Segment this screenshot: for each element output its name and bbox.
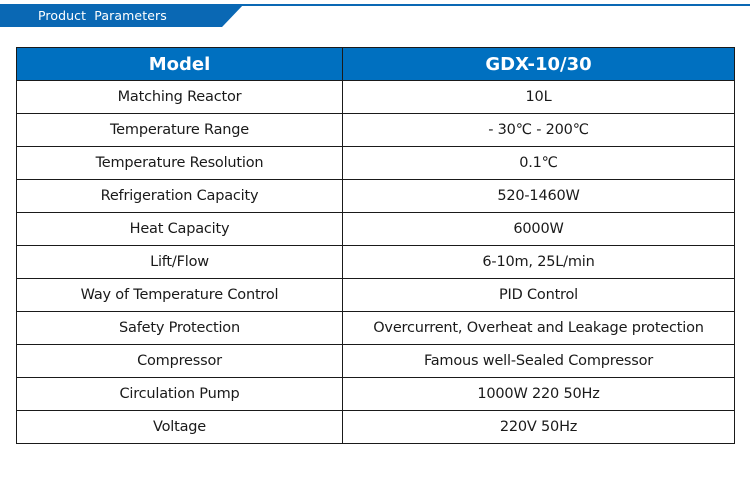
product-parameters-table: Model GDX-10/30 Matching Reactor 10L Tem… — [16, 47, 735, 444]
row-label: Compressor — [16, 344, 343, 378]
table-row: Compressor Famous well-Sealed Compressor — [16, 344, 735, 378]
row-label: Temperature Range — [16, 113, 343, 147]
table-row: Voltage 220V 50Hz — [16, 410, 735, 444]
table-row: Temperature Resolution 0.1℃ — [16, 146, 735, 180]
row-value: PID Control — [342, 278, 735, 312]
row-label: Circulation Pump — [16, 377, 343, 411]
row-value: 6000W — [342, 212, 735, 246]
column-header-model-value: GDX-10/30 — [342, 47, 735, 81]
table-row: Circulation Pump 1000W 220 50Hz — [16, 377, 735, 411]
table-row: Lift/Flow 6-10m, 25L/min — [16, 245, 735, 279]
row-label: Safety Protection — [16, 311, 343, 345]
table-row: Heat Capacity 6000W — [16, 212, 735, 246]
table-row: Refrigeration Capacity 520-1460W — [16, 179, 735, 213]
row-label: Refrigeration Capacity — [16, 179, 343, 213]
row-value: 1000W 220 50Hz — [342, 377, 735, 411]
banner-rule — [0, 4, 750, 6]
row-label: Heat Capacity — [16, 212, 343, 246]
table-row: Way of Temperature Control PID Control — [16, 278, 735, 312]
row-value: Overcurrent, Overheat and Leakage protec… — [342, 311, 735, 345]
row-value: Famous well-Sealed Compressor — [342, 344, 735, 378]
row-value: 0.1℃ — [342, 146, 735, 180]
row-label: Voltage — [16, 410, 343, 444]
table-row: Matching Reactor 10L — [16, 80, 735, 114]
row-value: 6-10m, 25L/min — [342, 245, 735, 279]
row-label: Lift/Flow — [16, 245, 343, 279]
row-value: - 30℃ - 200℃ — [342, 113, 735, 147]
row-label: Way of Temperature Control — [16, 278, 343, 312]
table-header-row: Model GDX-10/30 — [16, 47, 735, 81]
row-label: Matching Reactor — [16, 80, 343, 114]
row-value: 220V 50Hz — [342, 410, 735, 444]
table-row: Safety Protection Overcurrent, Overheat … — [16, 311, 735, 345]
column-header-model: Model — [16, 47, 343, 81]
section-banner — [0, 4, 244, 27]
section-title: Product Parameters — [38, 8, 167, 23]
row-value: 520-1460W — [342, 179, 735, 213]
row-label: Temperature Resolution — [16, 146, 343, 180]
row-value: 10L — [342, 80, 735, 114]
table-row: Temperature Range - 30℃ - 200℃ — [16, 113, 735, 147]
